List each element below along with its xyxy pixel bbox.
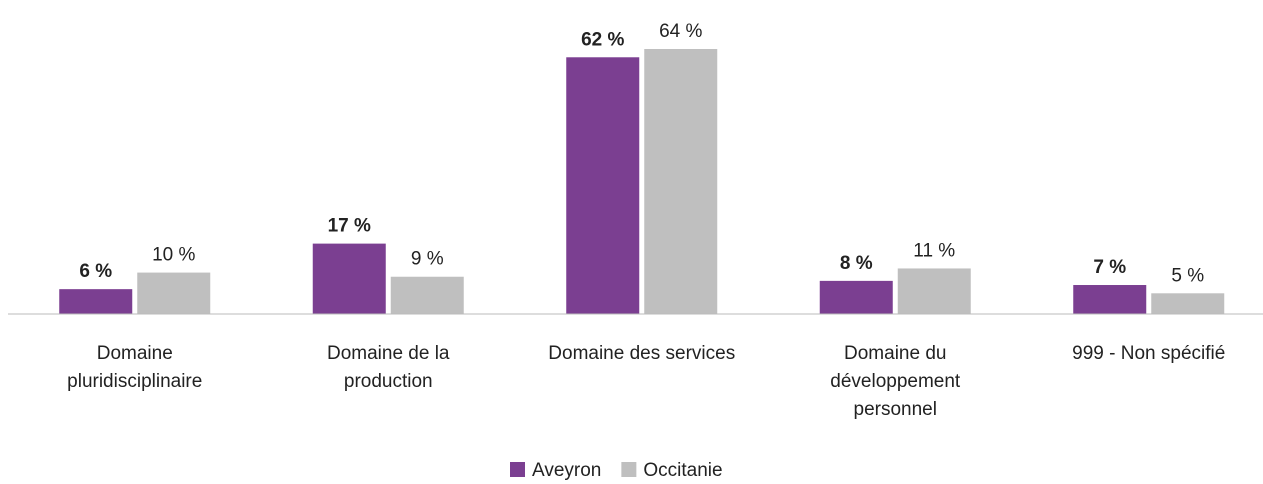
data-label: 7 % [1093, 257, 1126, 278]
data-label: 11 % [913, 240, 955, 261]
data-label: 9 % [411, 249, 444, 270]
x-tick-label: Domaine du développement personnel [830, 343, 961, 420]
legend-label: Aveyron [532, 460, 601, 481]
bar [1073, 285, 1147, 314]
bar [566, 57, 640, 314]
bar [1151, 293, 1225, 314]
data-label: 62 % [581, 29, 624, 50]
x-tick-label: Domaine de la production [326, 343, 450, 392]
x-tick-label: Domaine pluridisciplinaire [67, 343, 203, 392]
data-label: 6 % [79, 261, 112, 282]
bar [312, 243, 386, 314]
bar [137, 272, 211, 314]
bar [390, 276, 464, 314]
data-label: 17 % [328, 216, 371, 237]
data-label: 5 % [1171, 265, 1204, 286]
bar [59, 289, 133, 314]
data-label: 10 % [152, 245, 195, 266]
legend-swatch [621, 462, 637, 477]
data-label: 64 % [659, 21, 702, 42]
x-tick-label: 999 - Non spécifié [1072, 343, 1226, 364]
legend-swatch [510, 462, 525, 477]
data-label: 8 % [840, 253, 873, 274]
bar [819, 280, 893, 314]
legend-label: Occitanie [643, 460, 722, 481]
x-tick-label: Domaine des services [548, 343, 736, 364]
bar [897, 268, 971, 314]
bar [644, 49, 718, 314]
